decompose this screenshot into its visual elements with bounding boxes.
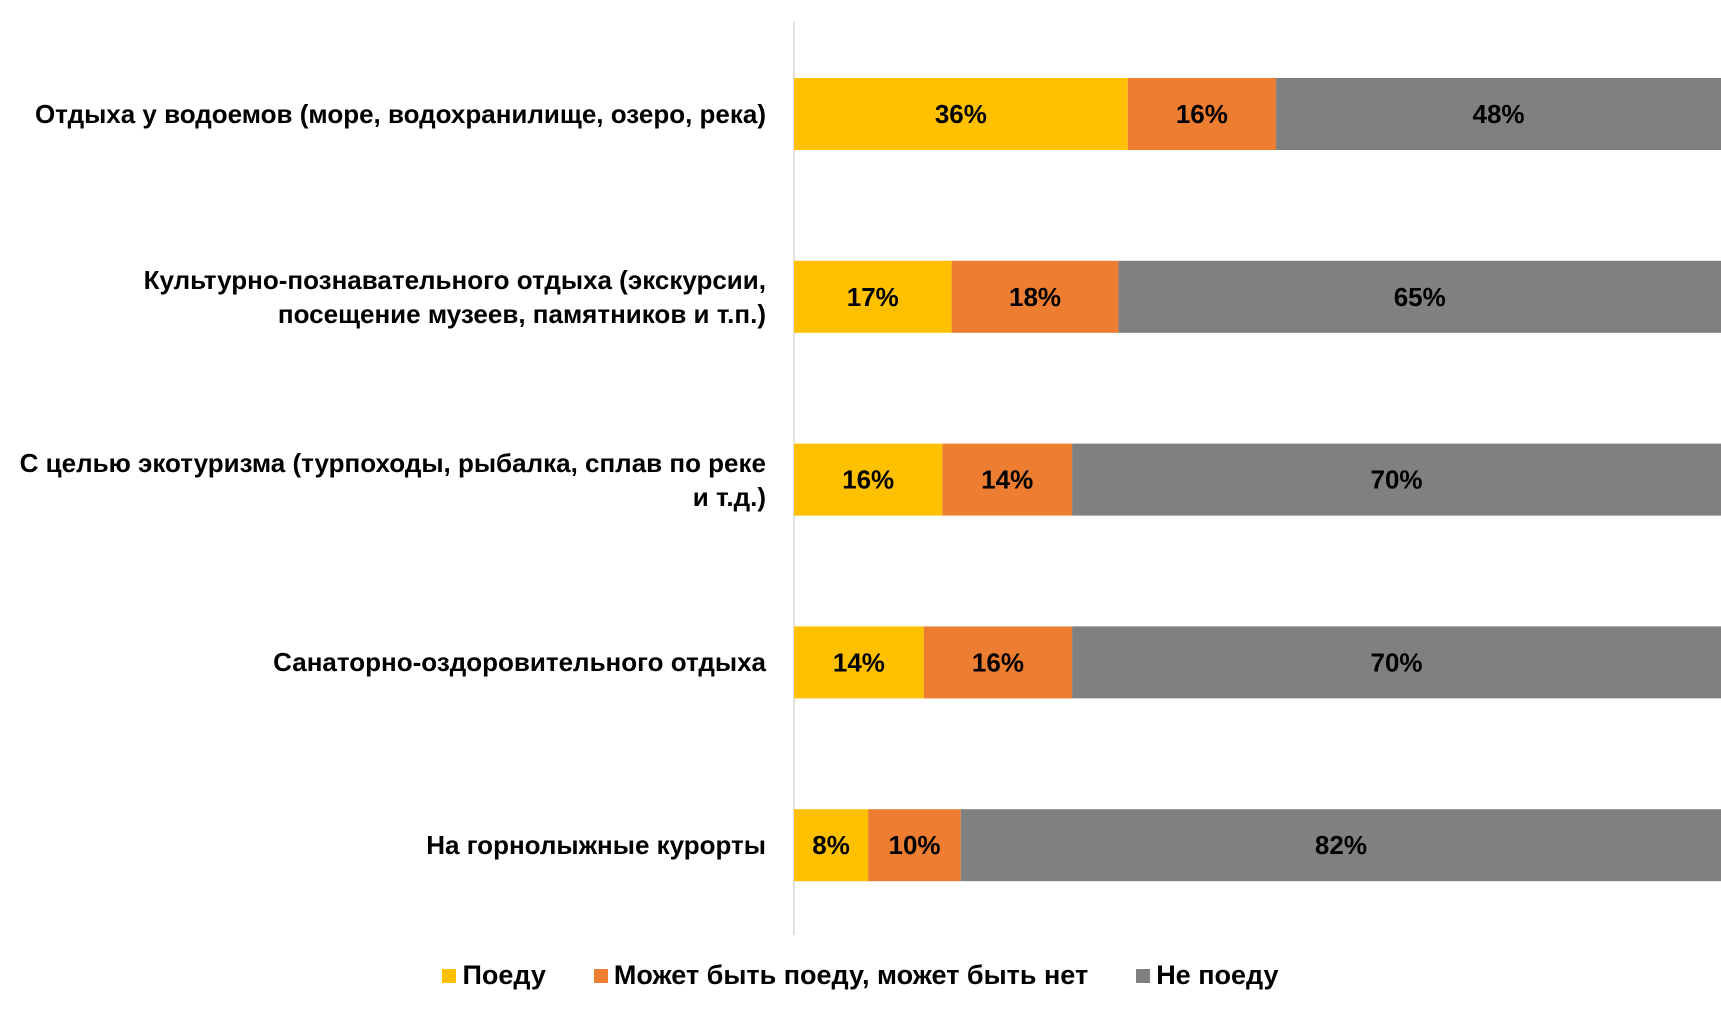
bar-segment — [1127, 78, 1277, 150]
legend-swatch — [593, 968, 608, 983]
category-label: Санаторно-оздоровительного отдыха — [273, 647, 766, 678]
data-label: 14% — [981, 465, 1033, 495]
bar-segment — [960, 809, 1721, 882]
data-label: 70% — [1371, 465, 1423, 495]
bar-segment — [868, 809, 961, 882]
legend-item: Не поеду — [1136, 960, 1279, 991]
bar-segment — [1276, 78, 1721, 150]
bar-segment — [794, 443, 943, 516]
data-label: 8% — [812, 830, 850, 860]
legend-label: Поеду — [462, 960, 546, 990]
data-label: 70% — [1371, 647, 1423, 677]
data-label: 48% — [1472, 99, 1524, 129]
bar-segment — [794, 78, 1128, 150]
bar-segment — [923, 626, 1073, 699]
data-label: 16% — [1176, 99, 1228, 129]
bar-segment — [1118, 260, 1721, 333]
bar-segment — [942, 443, 1073, 516]
legend-label: Не поеду — [1156, 960, 1279, 990]
data-label: 65% — [1394, 282, 1446, 312]
data-label: 36% — [935, 99, 987, 129]
category-label: Культурно-познавательного отдыха (экскур… — [143, 264, 766, 329]
data-label: 14% — [833, 647, 885, 677]
bar-segment — [794, 809, 869, 882]
bar-segment — [794, 260, 952, 333]
category-label: На горнолыжные курорты — [426, 830, 766, 861]
bar-segment — [1072, 626, 1721, 699]
legend-item: Поеду — [442, 960, 546, 991]
bar-segment — [794, 626, 924, 699]
legend-label: Может быть поеду, может быть нет — [613, 960, 1089, 990]
legend: Поеду Может быть поеду, может быть нет Не … — [0, 960, 1721, 991]
bar-segment — [1072, 443, 1721, 516]
data-label: 18% — [1009, 282, 1061, 312]
data-label: 16% — [972, 647, 1024, 677]
legend-item: Может быть поеду, может быть нет — [593, 960, 1089, 991]
data-label: 16% — [842, 465, 894, 495]
bar-segment — [951, 260, 1119, 333]
legend-swatch — [442, 968, 457, 983]
category-label: С целью экотуризма (турпоходы, рыбалка, … — [19, 447, 766, 512]
data-label: 17% — [847, 282, 899, 312]
data-label: 10% — [888, 830, 940, 860]
category-label: Отдыха у водоемов (море, водохранилище, … — [34, 99, 766, 129]
chart: 36% 16% 48% 17% 18% 65% 16% 14% 70% 14% 16% 70% 8% 10… — [793, 22, 1721, 935]
legend-swatch — [1136, 968, 1151, 983]
data-label: 82% — [1315, 830, 1367, 860]
